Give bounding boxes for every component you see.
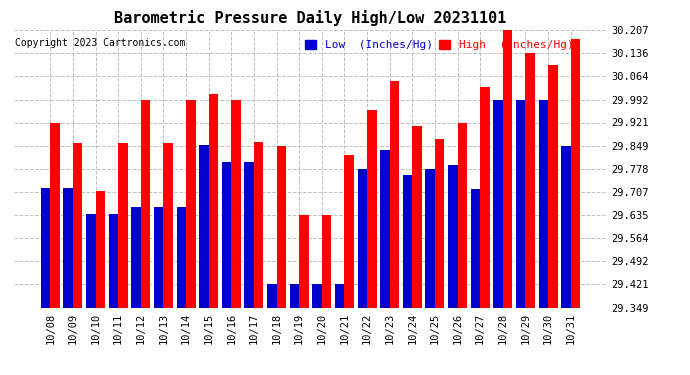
Bar <box>380 150 390 308</box>
Bar <box>73 143 82 308</box>
Bar <box>131 207 141 308</box>
Bar <box>403 175 413 308</box>
Bar <box>186 100 195 308</box>
Bar <box>435 139 444 308</box>
Bar <box>199 146 208 308</box>
Bar <box>86 214 95 308</box>
Bar <box>426 169 435 308</box>
Bar <box>448 165 457 308</box>
Bar <box>141 100 150 308</box>
Bar <box>539 99 548 308</box>
Bar <box>322 215 331 308</box>
Bar <box>221 162 231 308</box>
Bar <box>63 188 73 308</box>
Bar <box>344 155 354 308</box>
Bar <box>335 284 344 308</box>
Bar <box>357 169 367 308</box>
Bar <box>290 284 299 308</box>
Bar <box>50 123 60 308</box>
Bar <box>367 110 377 308</box>
Bar <box>164 143 173 308</box>
Bar <box>526 53 535 307</box>
Bar <box>516 99 526 308</box>
Bar <box>177 207 186 308</box>
Bar <box>390 81 400 308</box>
Bar <box>208 94 218 308</box>
Bar <box>503 30 513 308</box>
Bar <box>493 99 503 308</box>
Bar <box>299 215 308 308</box>
Bar <box>244 162 254 308</box>
Legend: Low  (Inches/Hg), High  (Inches/Hg): Low (Inches/Hg), High (Inches/Hg) <box>301 36 578 55</box>
Bar <box>277 146 286 308</box>
Bar <box>571 39 580 308</box>
Bar <box>41 188 50 308</box>
Bar <box>480 87 490 308</box>
Bar <box>95 191 105 308</box>
Bar <box>118 143 128 308</box>
Bar <box>548 64 558 308</box>
Bar <box>267 284 277 308</box>
Bar <box>457 123 467 308</box>
Bar <box>471 189 480 308</box>
Bar <box>154 207 164 308</box>
Text: Copyright 2023 Cartronics.com: Copyright 2023 Cartronics.com <box>15 38 186 48</box>
Bar <box>108 214 118 308</box>
Title: Barometric Pressure Daily High/Low 20231101: Barometric Pressure Daily High/Low 20231… <box>115 10 506 26</box>
Bar <box>313 284 322 308</box>
Bar <box>254 142 264 308</box>
Bar <box>413 126 422 308</box>
Bar <box>561 146 571 308</box>
Bar <box>231 100 241 308</box>
